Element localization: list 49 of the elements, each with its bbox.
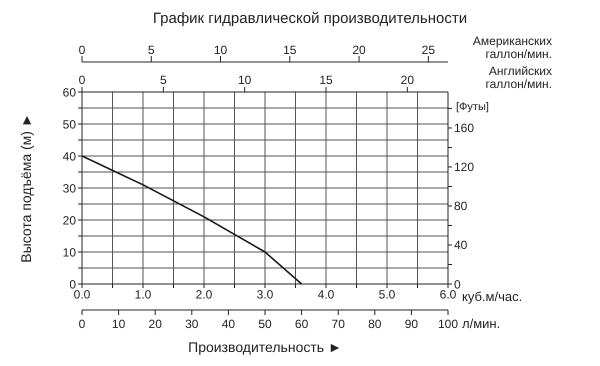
text: л/мин. <box>462 316 500 331</box>
y2-tick-label: 120 <box>454 160 474 174</box>
y-tick-label: 20 <box>62 213 76 228</box>
text: 5 <box>160 73 167 87</box>
y-tick-label: 0 <box>69 277 76 292</box>
y-tick-label: 50 <box>62 117 76 132</box>
y-axis-title: Высота подъёма (м) ► <box>18 113 34 263</box>
x-tick-label: 3.0 <box>256 288 274 302</box>
x-tick-label: 2.0 <box>196 288 213 302</box>
text: 20 <box>148 317 162 331</box>
text: 20 <box>400 73 414 87</box>
y2-tick-label: 160 <box>454 121 474 136</box>
y-tick-label: 30 <box>62 181 76 196</box>
text: 60 <box>294 317 309 331</box>
x2-tick-label: 25 <box>422 43 436 57</box>
y2-tick-label: 80 <box>454 199 468 214</box>
x2-axis-title: Американских галлон/мин. <box>472 34 552 61</box>
x2-tick-label: 20 <box>352 43 366 57</box>
text: 80 <box>368 317 382 331</box>
y-tick-label: 60 <box>62 85 76 100</box>
x2-tick-label: 15 <box>283 43 297 57</box>
text: 70 <box>332 317 346 331</box>
text: 10 <box>112 317 126 331</box>
x-tick-label: 1.0 <box>134 288 152 302</box>
text: 90 <box>404 317 418 331</box>
text: 0 <box>78 73 86 87</box>
y2-tick-label: 0 <box>454 277 461 292</box>
text: Английских галлон/мин. <box>486 64 552 91</box>
y2-axis-title: [Футы] <box>456 101 489 113</box>
y2-tick-label: 40 <box>454 238 468 252</box>
x-axis-title: Производительность ► <box>188 339 342 355</box>
x-tick-label: 4.0 <box>318 288 335 302</box>
text: 10 <box>238 73 252 87</box>
x-tick-label: 6.0 <box>440 288 457 302</box>
y-tick-label: 10 <box>62 245 76 260</box>
x-tick-label: 5.0 <box>378 288 396 302</box>
text: 0 <box>78 317 86 331</box>
x-tick-label: 0.0 <box>74 288 91 302</box>
text: 50 <box>258 317 272 331</box>
text: куб.м/час. <box>462 289 522 304</box>
text: 15 <box>319 73 333 87</box>
x2-tick-label: 0 <box>78 43 86 57</box>
text: 40 <box>222 317 236 331</box>
x2-tick-label: 5 <box>148 43 155 57</box>
y-tick-label: 40 <box>62 149 76 164</box>
x2-tick-label: 10 <box>214 43 228 57</box>
text: 100 <box>438 317 458 331</box>
text: 30 <box>185 317 199 331</box>
chart-title: График гидравлической производительности <box>152 9 468 29</box>
